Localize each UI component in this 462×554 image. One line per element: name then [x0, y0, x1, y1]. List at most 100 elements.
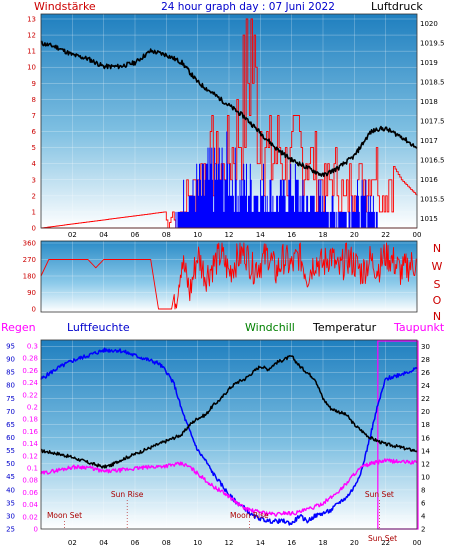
- panel-1-right-tick-label: 1015: [420, 215, 438, 223]
- panel-3-temperature-tick-label: 26: [421, 369, 430, 377]
- panel-2-left-tick-label: 360: [23, 240, 36, 248]
- panel-3-rain-tick-label: 0.06: [22, 489, 38, 497]
- panel-3-humidity-tick-label: 85: [6, 369, 15, 377]
- panel-2-frame: [40, 240, 418, 313]
- panel-1-right-tick-label: 1018.5: [420, 79, 445, 87]
- gust-bars: [175, 131, 378, 228]
- panel-1-right-tick-label: 1018: [420, 98, 438, 106]
- panel-1-left-tick-label: 2: [32, 192, 36, 200]
- panel-1-left-tick-label: 8: [32, 96, 36, 104]
- panel-3-humidity-tick-label: 95: [6, 343, 15, 351]
- panel-3-rain-tick-label: 0.02: [22, 513, 38, 521]
- panel-3-x-tick-label: 04: [99, 539, 108, 547]
- panel-1-x-tick-label: 00: [413, 231, 422, 239]
- panel-1-x-tick-label: 04: [99, 231, 108, 239]
- panel-1-right-tick-label: 1016: [420, 176, 438, 184]
- panel-3-rain-tick-label: 0: [34, 526, 38, 534]
- panel-3-x-tick-label: 22: [381, 539, 390, 547]
- annotation-label: Sun Set: [368, 534, 397, 543]
- panel-1-x-tick-label: 06: [131, 231, 140, 239]
- panel-2-direction-label: W: [432, 260, 443, 273]
- panel-3-humidity-tick-label: 70: [6, 408, 15, 416]
- panel-1-x-tick-label: 14: [256, 231, 265, 239]
- panel-3-humidity-tick-label: 50: [6, 460, 15, 468]
- panel-1-right-tick-label: 1017: [420, 137, 438, 145]
- panel-3-rain-tick-label: 0.04: [22, 501, 38, 509]
- panel-3-humidity-tick-label: 30: [6, 512, 15, 520]
- panel-3-frame: [40, 339, 418, 530]
- panel-3-temperature-tick-label: 12: [421, 460, 430, 468]
- pressure-line: [40, 40, 418, 178]
- panel-3-temperature-tick-label: 6: [421, 499, 426, 507]
- panel-1-right-tick-label: 1019: [420, 59, 438, 67]
- panel-3-temperature-tick-label: 28: [421, 356, 430, 364]
- chart-marks: [40, 13, 419, 530]
- panel-3-x-tick-label: 12: [225, 539, 234, 547]
- panel-3-rain-tick-label: 0.2: [27, 404, 38, 412]
- panel-3-x-tick-label: 16: [287, 539, 296, 547]
- panel-3-temperature-tick-label: 16: [421, 434, 430, 442]
- panel-3-rain-tick-label: 0.22: [22, 391, 38, 399]
- panel-2-left-tick-label: 270: [23, 256, 36, 264]
- annotation-label: Moon Rise: [230, 511, 269, 520]
- panel-2-direction-label: S: [434, 278, 441, 291]
- panel-1-x-tick-label: 08: [162, 231, 171, 239]
- panel-1-right-tick-label: 1015.5: [420, 195, 445, 203]
- panel-3-x-tick-label: 10: [193, 539, 202, 547]
- panel-3-temperature-tick-label: 18: [421, 421, 430, 429]
- panel-3-rain-tick-label: 0.18: [22, 416, 38, 424]
- panel-3-humidity-tick-label: 55: [6, 447, 15, 455]
- panel-3-humidity-tick-label: 75: [6, 395, 15, 403]
- panel-3-rain-tick-label: 0.16: [22, 428, 38, 436]
- panel-3-humidity-tick-label: 65: [6, 421, 15, 429]
- panel-3-rain-tick-label: 0.3: [27, 343, 38, 351]
- panel-1-left-tick-label: 1: [32, 208, 36, 216]
- panel-1-right-axis-label: Luftdruck: [371, 0, 423, 13]
- panel-1-right-tick-label: 1016.5: [420, 156, 445, 164]
- panel-2-direction-label: O: [433, 294, 442, 307]
- temperature-line: [40, 355, 418, 469]
- panel-1-left-tick-label: 3: [32, 176, 36, 184]
- panel-3-humidity-tick-label: 25: [6, 526, 15, 534]
- dewpoint-line: [40, 458, 418, 517]
- panel-3-temperature-tick-label: 4: [421, 512, 426, 520]
- annotation-label: Moon Set: [47, 511, 82, 520]
- panel-3-temperature-tick-label: 20: [421, 408, 430, 416]
- panel-3-rain-tick-label: 0.08: [22, 477, 38, 485]
- annotation-label: Sun Set: [365, 490, 394, 499]
- panel-1-x-tick-label: 18: [319, 231, 328, 239]
- panel-1-left-tick-label: 13: [27, 16, 36, 24]
- panel-2-left-tick-label: 180: [23, 273, 36, 281]
- chart-labels: 01234567891011121310151015.510161016.510…: [6, 16, 444, 548]
- panel-3-temperature-tick-label: 14: [421, 447, 430, 455]
- panel-1-x-tick-label: 02: [68, 231, 77, 239]
- panel-1-right-tick-label: 1020: [420, 20, 438, 28]
- panel-3-rain-tick-label: 0.24: [22, 379, 38, 387]
- panel-1-left-tick-label: 12: [27, 32, 36, 40]
- panel-3-humidity-tick-label: 90: [6, 356, 15, 364]
- panel-2-direction-label: N: [433, 310, 441, 323]
- panel-3-x-tick-label: 14: [256, 539, 265, 547]
- panel-3-x-tick-label: 18: [319, 539, 328, 547]
- panel-3-temperature-tick-label: 30: [421, 343, 430, 351]
- annotation-label: Sun Rise: [111, 490, 144, 499]
- panel-1-left-tick-label: 4: [32, 160, 37, 168]
- panel-1-left-tick-label: 10: [27, 64, 36, 72]
- panel-1-x-tick-label: 12: [225, 231, 234, 239]
- panel-3-humidity-tick-label: 35: [6, 499, 15, 507]
- panel-1-frame: [40, 13, 418, 229]
- panel-2-direction-label: N: [433, 242, 441, 255]
- panel-1-x-tick-label: 20: [350, 231, 359, 239]
- panel-3-rain-tick-label: 0.26: [22, 367, 38, 375]
- panel-1-right-tick-label: 1017.5: [420, 118, 445, 126]
- wind-direction-line: [40, 242, 417, 310]
- panel-2-left-tick-label: 90: [27, 289, 36, 297]
- panel-3-x-tick-label: 02: [68, 539, 77, 547]
- panel-3-humidity-tick-label: 45: [6, 473, 15, 481]
- panel-1-left-tick-label: 5: [32, 144, 36, 152]
- panel-3-rain-tick-label: 0.12: [22, 452, 38, 460]
- chart-title: 24 hour graph day : 07 Juni 2022: [161, 1, 335, 13]
- panel-1-x-tick-label: 22: [381, 231, 390, 239]
- panel-1-left-tick-label: 9: [32, 80, 36, 88]
